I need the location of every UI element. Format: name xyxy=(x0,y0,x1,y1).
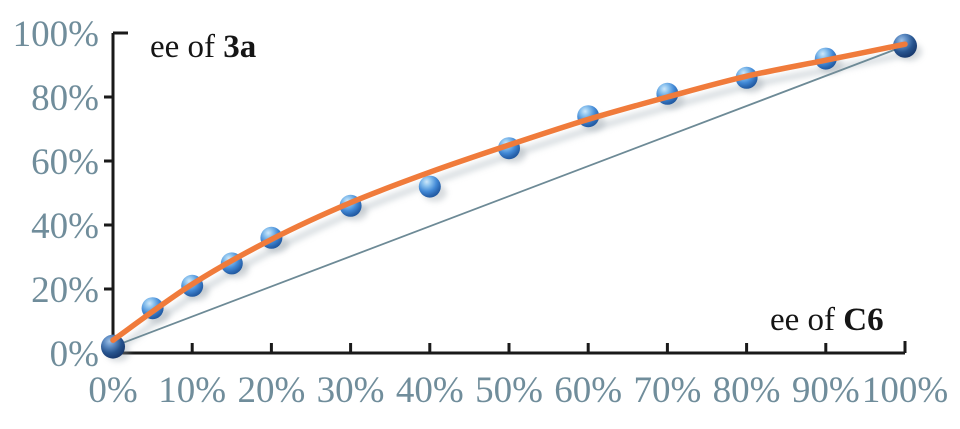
x-tick-label: 50% xyxy=(475,370,543,411)
x-tick-label: 10% xyxy=(158,370,226,411)
x-axis-title-prefix: ee of xyxy=(770,302,844,338)
x-tick-label: 40% xyxy=(396,370,464,411)
reference-line xyxy=(112,44,906,348)
data-point-sphere xyxy=(418,175,441,198)
y-tick-label: 40% xyxy=(31,206,99,247)
x-tick-label: 20% xyxy=(237,370,305,411)
x-axis-title: ee of C6 xyxy=(770,302,884,338)
data-point-sphere xyxy=(101,334,125,359)
x-tick-label: 100% xyxy=(862,370,948,411)
y-tick-label: 60% xyxy=(31,142,99,183)
y-axis-title: ee of 3a xyxy=(150,29,256,65)
x-tick-label: 90% xyxy=(792,370,860,411)
y-axis-title-compound: 3a xyxy=(223,29,257,65)
y-tick-label: 20% xyxy=(31,270,99,311)
y-tick-label: 80% xyxy=(31,78,99,119)
x-tick-label: 80% xyxy=(713,370,781,411)
x-tick-label: 0% xyxy=(88,370,137,411)
x-tick-label: 70% xyxy=(633,370,701,411)
y-axis-title-prefix: ee of xyxy=(150,29,224,65)
y-tick-label: 0% xyxy=(50,334,99,375)
trendline xyxy=(110,41,908,343)
y-tick-label: 100% xyxy=(13,14,99,55)
x-tick-label: 30% xyxy=(317,370,385,411)
x-axis-title-compound: C6 xyxy=(843,302,884,338)
x-tick-label: 60% xyxy=(554,370,622,411)
